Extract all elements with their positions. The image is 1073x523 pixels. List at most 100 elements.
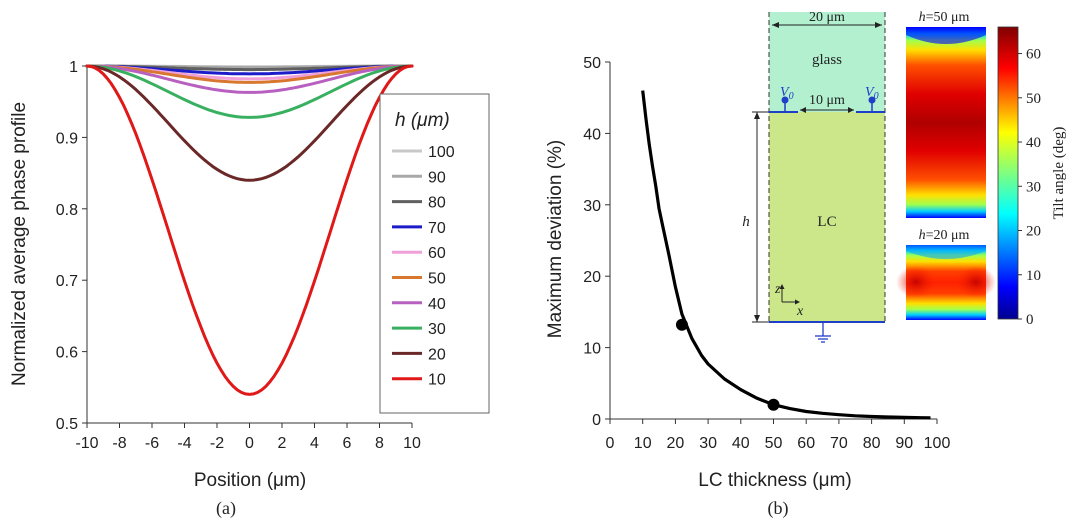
legend-entry-label: 30 [428,321,446,338]
map-h50-field [906,27,986,218]
series-line-h10 [85,64,414,396]
x-tick-label: -4 [177,435,191,452]
panel-b-y-ticks: 0 10 20 30 40 50 [583,55,610,429]
tilt-map-h20: h=20 μm [896,228,996,320]
x-tick-label: 100 [924,435,951,452]
x-tick-label: -6 [145,435,159,452]
panel-b-caption: (b) [768,498,789,519]
h-label: h [742,214,750,230]
ground-icon [815,322,831,343]
gap-label: 10 μm [809,93,845,108]
panel-a-series [85,64,414,396]
panel-a-x-ticks: -10 -8 -6 -4 -2 0 2 4 6 8 10 [75,423,421,452]
x-tick-label: 0 [606,435,615,452]
series-line-h40 [85,64,414,94]
panel-b-series [641,90,931,420]
y-tick-label: 0.6 [56,345,78,362]
panel-a: -10 -8 -6 -4 -2 0 2 4 6 8 10 0.5 0.6 0.7 0.8 0.9 1 Posi… [9,59,490,519]
x-tick-label: 40 [732,435,750,452]
x-tick-label: 6 [343,435,352,452]
left-terminal [781,96,789,104]
right-terminal [868,96,876,104]
highlight-point [675,318,688,331]
tilt-map-h50: h=50 μm [906,10,986,218]
x-tick-label: 90 [895,435,913,452]
y-tick-label: 0.8 [56,202,78,219]
map-h20-top-edge [906,245,986,259]
lc-label: LC [817,214,836,230]
colorbar-gradient [997,26,1019,320]
x-tick-label: -2 [210,435,224,452]
colorbar-tick-label: 10 [1026,268,1041,284]
panel-a-caption: (a) [216,498,236,519]
panel-a-legend: h (μm) 100 90 80 70 60 50 40 30 20 10 [379,93,490,414]
map-h20-right-spot [956,266,996,298]
x-tick-label: 10 [634,435,652,452]
x-tick-label: 30 [699,435,717,452]
x-tick-label: 8 [375,435,384,452]
legend-entry-label: 90 [428,169,446,186]
y-tick-label: 10 [583,341,601,358]
panel-b-y-label: Maximum deviation (%) [545,140,566,339]
panel-a-y-ticks: 0.5 0.6 0.7 0.8 0.9 1 [56,59,87,433]
legend-entry-label: 20 [428,346,446,363]
y-tick-label: 0.9 [56,130,78,147]
x-tick-label: 0 [245,435,254,452]
y-tick-label: 40 [583,126,601,143]
y-tick-label: 0.5 [56,416,78,433]
map-h50-title: h=50 μm [919,10,970,25]
x-tick-label: 10 [403,435,421,452]
x-tick-label: 60 [797,435,815,452]
legend-entry-label: 70 [428,220,446,237]
colorbar-tick-label: 20 [1026,224,1041,240]
colorbar-tick-label: 0 [1026,312,1034,328]
series-line-h30 [85,64,414,119]
v0-left-label: V0 [780,85,794,102]
map-h20-title: h=20 μm [919,228,970,243]
legend-entry-label: 100 [428,144,455,161]
x-tick-label: 80 [863,435,881,452]
colorbar-label: Tilt angle (deg) [1051,127,1067,220]
highlight-point [767,398,780,411]
panel-a-y-label: Normalized average phase profile [9,102,30,386]
legend-entry-label: 80 [428,195,446,212]
series-line-h20 [85,64,414,182]
x-tick-label: 50 [765,435,783,452]
legend-title: h (μm) [395,110,450,131]
colorbar-tick-label: 40 [1026,135,1041,151]
panel-a-x-label: Position (μm) [194,470,306,491]
y-tick-label: 0.7 [56,273,78,290]
legend-entry-label: 50 [428,271,446,288]
panel-b: 0 10 20 30 40 50 60 70 80 90 100 0 10 20 30 40 50 LC th… [545,55,950,519]
deviation-curve [641,90,931,420]
map-h50-top-edge [906,27,986,44]
v0-right-label: V0 [865,85,879,102]
legend-entry-label: 60 [428,245,446,262]
y-tick-label: 20 [583,269,601,286]
series-line-h50 [85,64,414,84]
panel-b-x-ticks: 0 10 20 30 40 50 60 70 80 90 100 [606,419,951,452]
axes-indicator-icon [779,284,800,305]
x-axis-label: x [796,304,804,319]
colorbar-tick-label: 50 [1026,91,1041,107]
inset-schematic: 20 μm glass V0 V0 10 μm h LC z [742,10,886,343]
colorbar-tick-label: 30 [1026,179,1041,195]
colorbar: 0 10 20 30 40 50 60 Tilt angle (deg) [997,26,1067,328]
y-tick-label: 30 [583,198,601,215]
x-tick-label: 2 [278,435,287,452]
glass-label: glass [812,52,842,68]
z-axis-label: z [774,282,781,297]
panel-b-x-label: LC thickness (μm) [698,470,851,491]
x-tick-label: 20 [667,435,685,452]
legend-entry-label: 10 [428,372,446,389]
map-h20-left-spot [896,266,936,298]
gap-arrowheads [800,107,854,113]
x-tick-label: 4 [310,435,319,452]
y-tick-label: 1 [69,59,78,76]
glass-region [769,12,885,112]
x-tick-label: -10 [75,435,98,452]
lc-region [769,112,885,322]
x-tick-label: 70 [830,435,848,452]
y-tick-label: 0 [592,412,601,429]
